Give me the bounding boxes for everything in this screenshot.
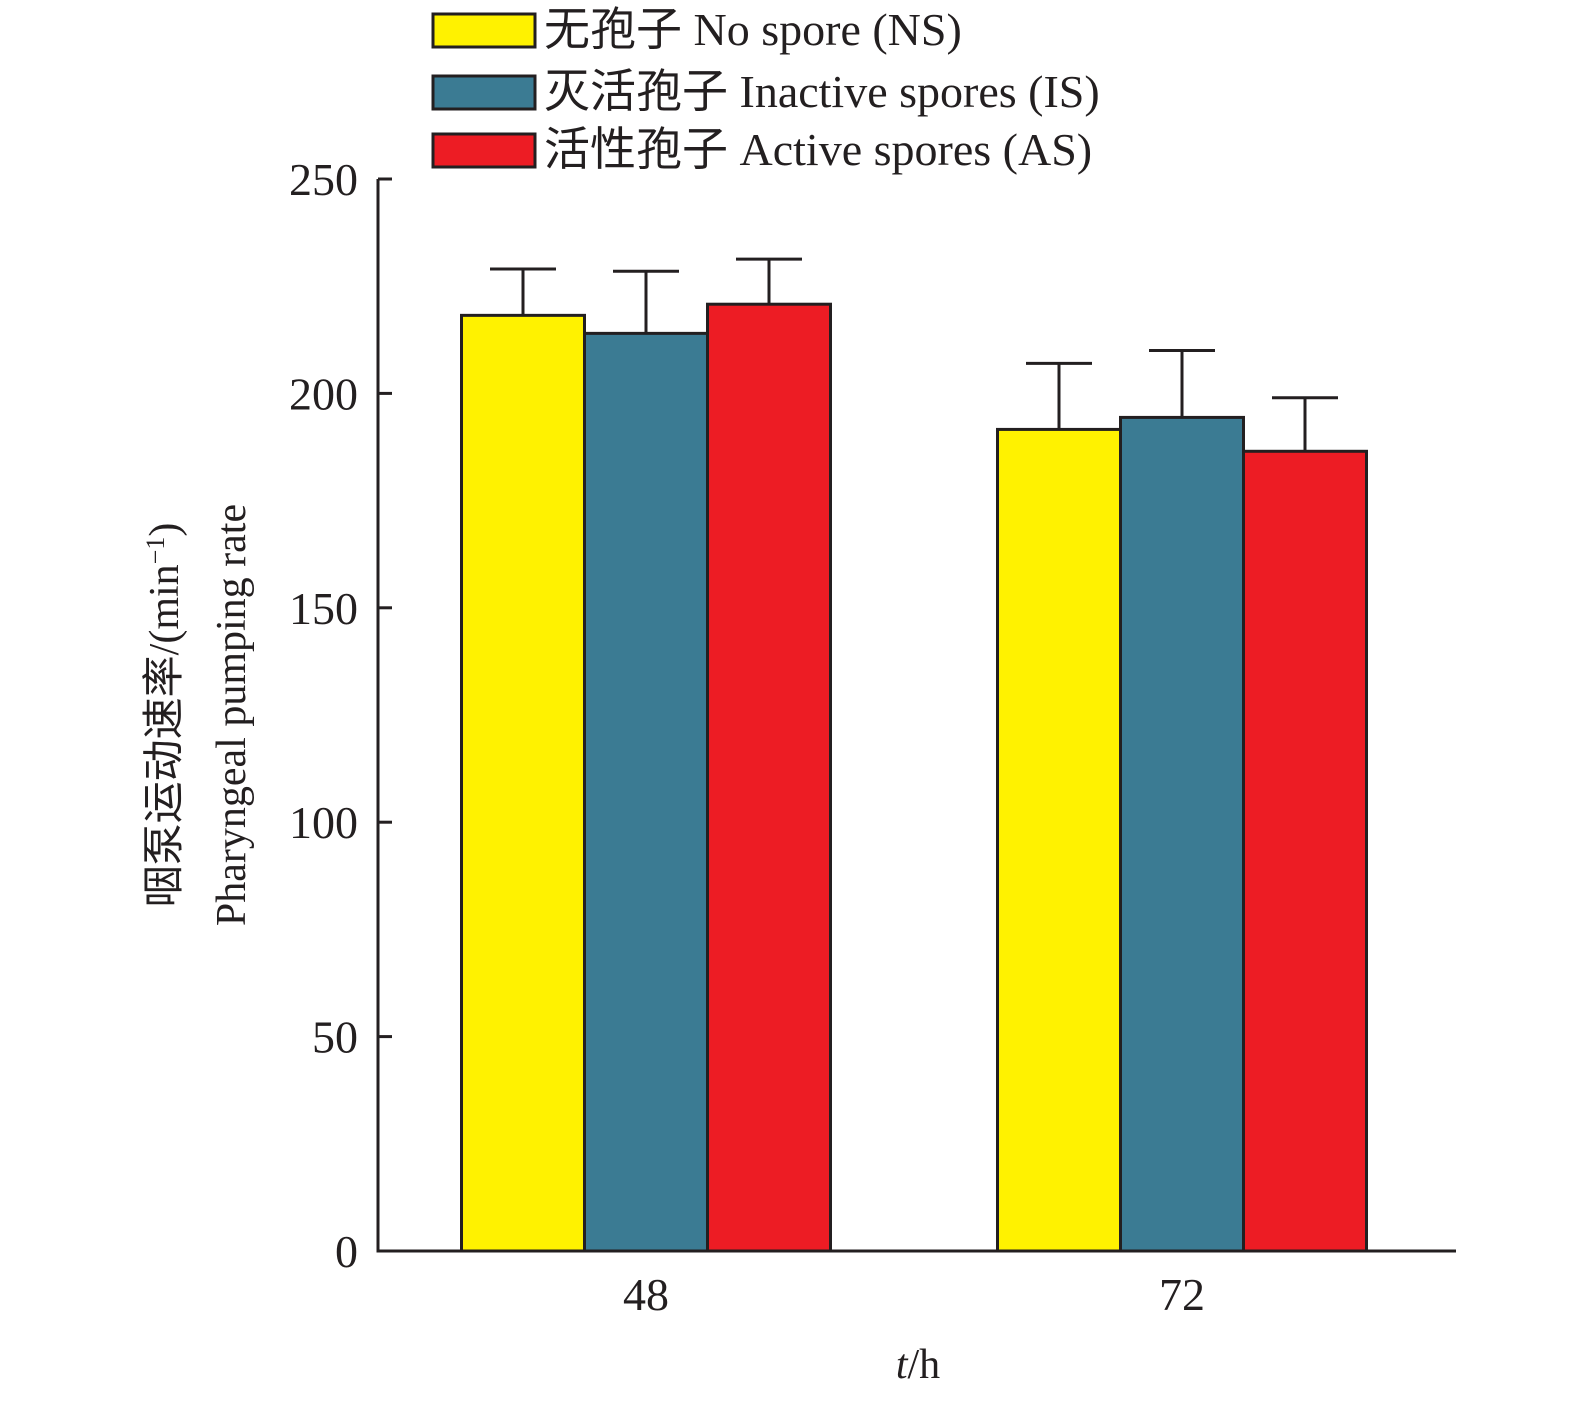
axes bbox=[376, 179, 1456, 1253]
bar bbox=[1242, 449, 1368, 1253]
x-tick-label: 48 bbox=[623, 1269, 669, 1320]
x-ticks: 48 72 bbox=[623, 1269, 1205, 1320]
error-bars bbox=[490, 257, 1338, 452]
x-axis-label-italic: t bbox=[896, 1342, 909, 1388]
y-ticks: 0 50 100 150 200 250 bbox=[289, 154, 392, 1277]
x-axis-label: t/h bbox=[896, 1342, 940, 1388]
y-tick-label: 150 bbox=[289, 583, 358, 634]
y-axis-label-cn-group: 咽泵运动速率/(min−1) bbox=[141, 523, 189, 908]
legend-label: 活性孢子 Active spores (AS) bbox=[544, 124, 1092, 175]
legend-label: 灭活孢子 Inactive spores (IS) bbox=[544, 66, 1100, 117]
y-tick-label: 0 bbox=[335, 1226, 358, 1277]
bar bbox=[1119, 415, 1245, 1253]
y-tick-label: 100 bbox=[289, 797, 358, 848]
y-axis-label-cn-text: 咽泵运动速率/(min bbox=[141, 564, 188, 907]
y-axis-label-cn: 咽泵运动速率/(min−1) bbox=[141, 523, 189, 908]
legend-label: 无孢子 No spore (NS) bbox=[544, 4, 962, 55]
bar bbox=[460, 313, 586, 1253]
y-tick-label: 250 bbox=[289, 154, 358, 205]
y-axis-label-en-group: Pharyngeal pumping rate bbox=[209, 504, 255, 926]
bars bbox=[460, 302, 1368, 1253]
y-tick-label: 200 bbox=[289, 368, 358, 419]
legend-swatch bbox=[431, 74, 537, 111]
legend-swatch bbox=[431, 132, 537, 169]
y-axis-label-superscript: −1 bbox=[141, 537, 170, 565]
legend-swatch bbox=[431, 12, 537, 49]
legend: 无孢子 No spore (NS) 灭活孢子 Inactive spores (I… bbox=[431, 4, 1100, 175]
x-axis-label-unit: /h bbox=[908, 1342, 941, 1388]
bar bbox=[996, 427, 1122, 1253]
bar bbox=[706, 302, 832, 1253]
bar bbox=[583, 331, 709, 1253]
y-axis-label-close: ) bbox=[142, 523, 188, 537]
y-tick-label: 50 bbox=[312, 1012, 358, 1063]
y-axis-label-en: Pharyngeal pumping rate bbox=[209, 504, 255, 926]
x-tick-label: 72 bbox=[1159, 1269, 1205, 1320]
